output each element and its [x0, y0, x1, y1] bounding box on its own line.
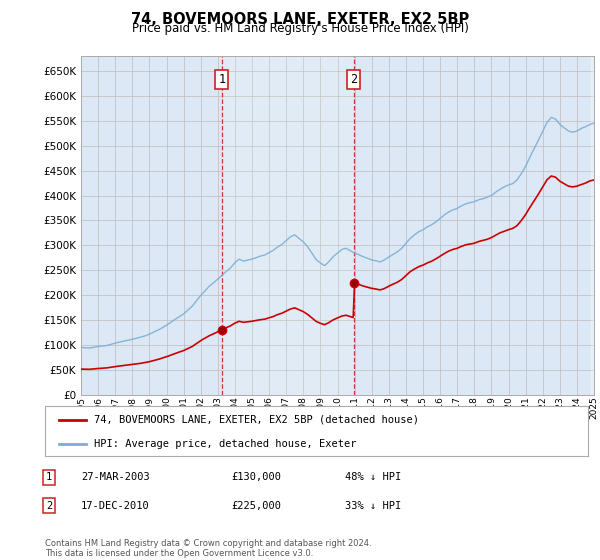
Text: 17-DEC-2010: 17-DEC-2010 — [81, 501, 150, 511]
Text: HPI: Average price, detached house, Exeter: HPI: Average price, detached house, Exet… — [94, 439, 356, 449]
Text: 2: 2 — [350, 73, 358, 86]
Text: £225,000: £225,000 — [231, 501, 281, 511]
Text: 2: 2 — [46, 501, 52, 511]
Text: 33% ↓ HPI: 33% ↓ HPI — [345, 501, 401, 511]
Text: 1: 1 — [46, 472, 52, 482]
Text: Price paid vs. HM Land Registry's House Price Index (HPI): Price paid vs. HM Land Registry's House … — [131, 22, 469, 35]
Text: 74, BOVEMOORS LANE, EXETER, EX2 5BP (detached house): 74, BOVEMOORS LANE, EXETER, EX2 5BP (det… — [94, 414, 419, 424]
Bar — [222, 56, 354, 395]
Text: 27-MAR-2003: 27-MAR-2003 — [81, 472, 150, 482]
Text: Contains HM Land Registry data © Crown copyright and database right 2024.
This d: Contains HM Land Registry data © Crown c… — [45, 539, 371, 558]
Text: £130,000: £130,000 — [231, 472, 281, 482]
Text: 74, BOVEMOORS LANE, EXETER, EX2 5BP: 74, BOVEMOORS LANE, EXETER, EX2 5BP — [131, 12, 469, 27]
Text: 48% ↓ HPI: 48% ↓ HPI — [345, 472, 401, 482]
Text: 1: 1 — [218, 73, 225, 86]
